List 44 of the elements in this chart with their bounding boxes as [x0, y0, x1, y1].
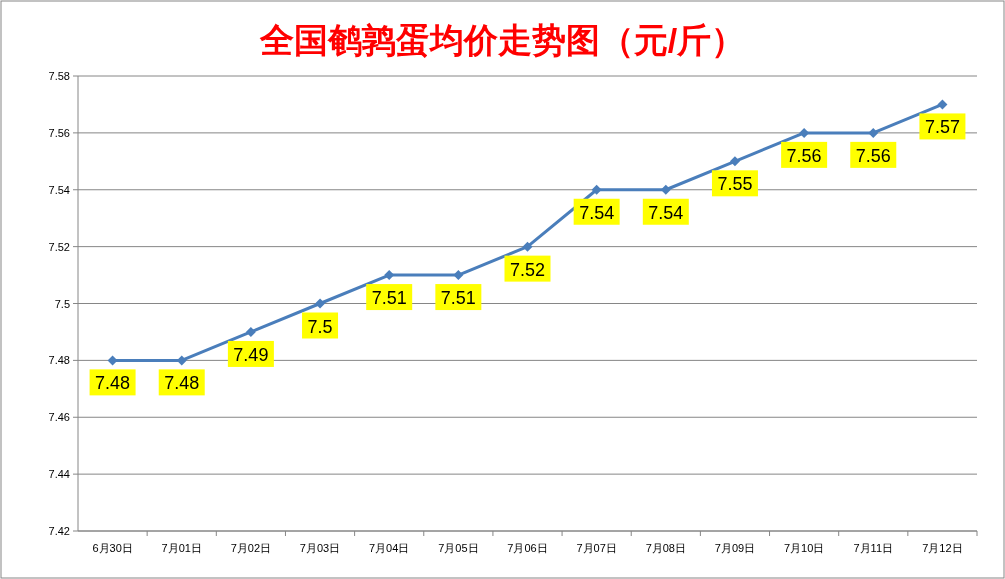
x-tick-label: 7月12日: [922, 542, 963, 554]
x-tick-label: 7月07日: [576, 542, 617, 554]
y-tick-label: 7.58: [48, 70, 70, 82]
point: [453, 270, 464, 281]
point: [245, 326, 256, 337]
x-tick-label: 7月02日: [230, 542, 272, 554]
point: [315, 298, 326, 309]
data-label: 7.57: [924, 117, 960, 138]
y-tick-label: 7.5: [54, 297, 70, 310]
x-tick-label: 7月09日: [714, 542, 756, 554]
data-label: 7.56: [855, 145, 891, 166]
data-label: 7.48: [95, 373, 131, 394]
point: [868, 127, 879, 138]
y-tick-label: 7.48: [48, 354, 70, 367]
data-label: 7.51: [371, 288, 407, 309]
x-tick-label: 7月03日: [299, 542, 341, 554]
x-tick-label: 7月11日: [853, 542, 894, 554]
data-label: 7.49: [233, 344, 269, 365]
y-tick-label: 7.46: [48, 411, 70, 424]
data-label: 7.52: [509, 259, 546, 280]
y-tick-label: 7.52: [48, 240, 70, 253]
point: [937, 99, 948, 110]
data-label: 7.51: [440, 288, 476, 309]
chart-title: 全国鹌鹑蛋均价走势图（元/斤）: [258, 21, 746, 59]
x-tick-label: 7月05日: [438, 542, 479, 554]
point: [522, 241, 533, 252]
x-tick-label: 7月08日: [645, 542, 686, 554]
x-tick-label: 6月30日: [92, 542, 133, 554]
x-tick-label: 7月10日: [783, 542, 825, 554]
y-tick-label: 7.56: [48, 126, 70, 139]
data-label: 7.55: [717, 174, 753, 195]
point: [729, 156, 740, 167]
data-label: 7.54: [648, 202, 684, 223]
x-tick-label: 7月04日: [369, 542, 410, 554]
point: [591, 184, 602, 195]
y-tick-label: 7.54: [48, 183, 70, 196]
y-tick-label: 7.44: [48, 468, 70, 481]
data-label: 7.48: [164, 373, 200, 394]
x-tick-label: 7月01日: [161, 542, 202, 554]
y-tick-label: 7.42: [48, 525, 70, 537]
data-label: 7.56: [786, 145, 822, 166]
data-label: 7.54: [579, 202, 615, 223]
data-label: 7.5: [307, 316, 333, 337]
x-tick-label: 7月06日: [507, 542, 548, 554]
